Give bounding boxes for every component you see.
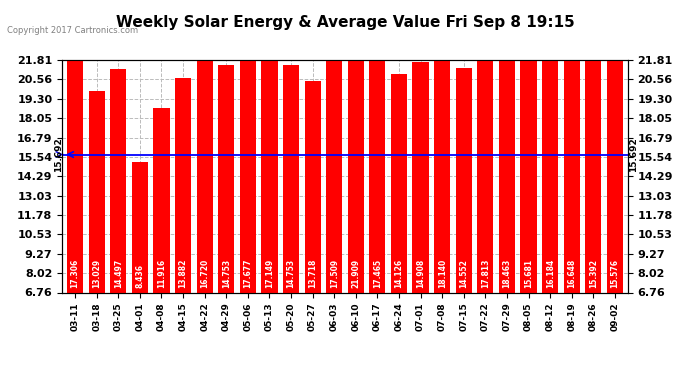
Bar xyxy=(88,91,105,292)
Text: Average  ($): Average ($) xyxy=(487,18,555,28)
Text: 11.916: 11.916 xyxy=(157,259,166,288)
Text: 17.677: 17.677 xyxy=(244,258,253,288)
Text: 18.463: 18.463 xyxy=(502,259,511,288)
Text: 21.909: 21.909 xyxy=(351,259,360,288)
Bar xyxy=(585,55,602,292)
Bar xyxy=(520,50,537,292)
Text: 14.552: 14.552 xyxy=(460,259,469,288)
Bar xyxy=(564,35,580,292)
Bar xyxy=(607,52,623,292)
Text: 14.753: 14.753 xyxy=(286,259,295,288)
Bar xyxy=(542,42,558,292)
Bar xyxy=(239,20,256,292)
Bar xyxy=(413,62,428,292)
Text: 16.720: 16.720 xyxy=(200,259,209,288)
Text: 13.718: 13.718 xyxy=(308,258,317,288)
Bar xyxy=(434,12,451,292)
Bar xyxy=(477,17,493,292)
Text: 15.576: 15.576 xyxy=(611,259,620,288)
Text: 14.497: 14.497 xyxy=(114,259,123,288)
Bar xyxy=(391,74,407,292)
Bar xyxy=(67,25,83,293)
Text: 17.149: 17.149 xyxy=(265,259,274,288)
Bar xyxy=(455,68,472,292)
Bar xyxy=(175,78,191,292)
Text: 14.753: 14.753 xyxy=(221,259,230,288)
Bar xyxy=(153,108,170,292)
Text: 18.140: 18.140 xyxy=(437,259,446,288)
Text: 15.681: 15.681 xyxy=(524,259,533,288)
Bar xyxy=(110,69,126,292)
Text: 15.692: 15.692 xyxy=(54,137,63,172)
Text: 16.184: 16.184 xyxy=(546,259,555,288)
Text: 17.465: 17.465 xyxy=(373,259,382,288)
Text: 14.908: 14.908 xyxy=(416,259,425,288)
Bar xyxy=(197,34,213,292)
Text: 14.126: 14.126 xyxy=(395,259,404,288)
Bar xyxy=(283,64,299,292)
Text: 13.029: 13.029 xyxy=(92,259,101,288)
Text: 13.882: 13.882 xyxy=(179,258,188,288)
Text: 17.306: 17.306 xyxy=(70,259,79,288)
Text: 17.509: 17.509 xyxy=(330,259,339,288)
Bar xyxy=(348,0,364,292)
Text: Copyright 2017 Cartronics.com: Copyright 2017 Cartronics.com xyxy=(7,26,138,35)
Bar xyxy=(369,23,386,293)
Bar xyxy=(262,28,277,292)
Text: 8.436: 8.436 xyxy=(135,264,144,288)
Text: 15.692: 15.692 xyxy=(629,137,638,172)
Text: Daily   ($): Daily ($) xyxy=(598,18,651,28)
Bar xyxy=(132,162,148,292)
Text: 17.813: 17.813 xyxy=(481,258,490,288)
Bar xyxy=(499,7,515,292)
Text: 16.648: 16.648 xyxy=(567,259,576,288)
Bar xyxy=(218,64,235,292)
Text: Weekly Solar Energy & Average Value Fri Sep 8 19:15: Weekly Solar Energy & Average Value Fri … xyxy=(116,15,574,30)
Bar xyxy=(304,81,321,292)
Text: 15.392: 15.392 xyxy=(589,259,598,288)
Bar xyxy=(326,22,342,293)
